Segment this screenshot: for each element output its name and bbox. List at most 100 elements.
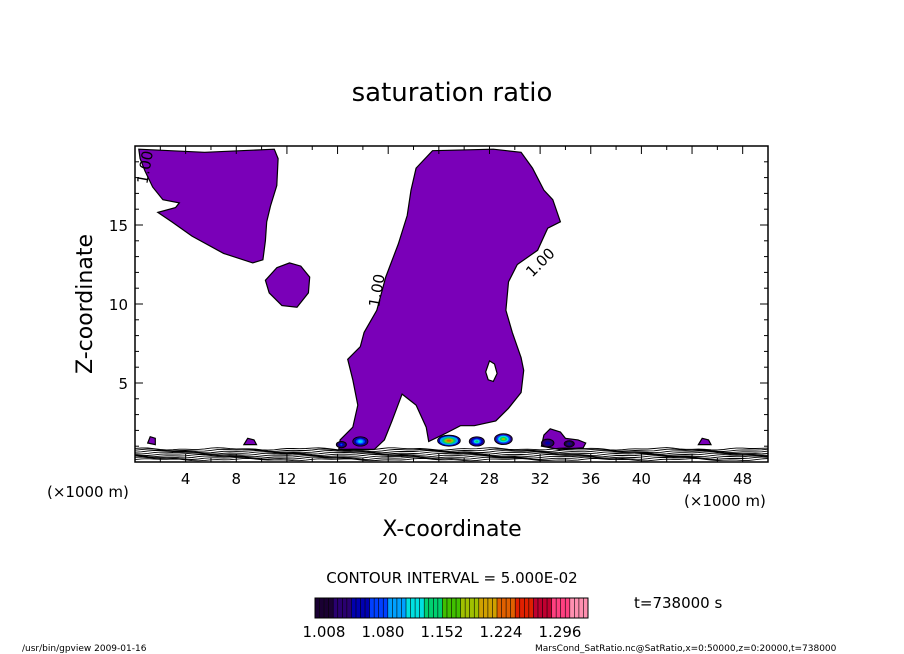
time-label: t=738000 s — [634, 594, 722, 612]
region-1 — [264, 262, 311, 308]
colorbar-cell-18 — [396, 598, 402, 618]
colorbar-cell-5 — [337, 598, 343, 618]
x-unit-right: (×1000 m) — [684, 492, 766, 510]
x-tick-label-20: 20 — [379, 470, 398, 488]
colorbar-cell-49 — [537, 598, 543, 618]
colorbar-tick-label-1: 1.080 — [362, 623, 405, 641]
peak-6-level-4 — [568, 442, 571, 445]
colorbar-cell-14 — [378, 598, 384, 618]
contour-label-0: 1.00 — [134, 149, 158, 185]
peak-2-level-4 — [501, 437, 506, 441]
colorbar-cell-6 — [342, 598, 347, 618]
colorbar-cell-55 — [565, 598, 570, 618]
colorbar-cell-12 — [369, 598, 375, 618]
colorbar-cell-43 — [510, 598, 516, 618]
colorbar-cell-1 — [319, 598, 325, 618]
footer-left: /usr/bin/gpview 2009-01-16 — [22, 644, 147, 654]
x-tick-label-48: 48 — [733, 470, 752, 488]
region-0 — [138, 148, 279, 264]
colorbar-cell-57 — [574, 598, 579, 618]
colorbar-cell-37 — [483, 598, 488, 618]
colorbar — [314, 597, 589, 619]
colorbar-frame — [314, 597, 589, 619]
colorbar-cell-35 — [474, 598, 479, 618]
colorbar-cell-13 — [374, 598, 379, 618]
y-tick-label-15: 15 — [109, 217, 128, 235]
x-tick-label-28: 28 — [480, 470, 499, 488]
colorbar-cell-58 — [578, 598, 584, 618]
colorbar-cell-30 — [451, 598, 457, 618]
contour-interval: CONTOUR INTERVAL = 5.000E-02 — [326, 569, 577, 587]
x-tick-label-8: 8 — [232, 470, 242, 488]
colorbar-tick-label-0: 1.008 — [303, 623, 346, 641]
colorbar-cell-7 — [346, 598, 352, 618]
y-tick-label-5: 5 — [118, 375, 128, 393]
colorbar-cell-24 — [424, 598, 429, 618]
peak-3-level-4 — [358, 440, 362, 443]
chart-title: saturation ratio — [352, 78, 553, 108]
region-6 — [242, 437, 258, 446]
x-axis-ticks: 4 8 12 16 20 24 28 32 36 40 44 48 — [159, 146, 752, 488]
colorbar-cell-48 — [533, 598, 538, 618]
ground-contour-0 — [135, 457, 768, 462]
x-tick-label-32: 32 — [531, 470, 550, 488]
x-tick-label-16: 16 — [328, 470, 347, 488]
x-tick-label-12: 12 — [277, 470, 296, 488]
colorbar-cell-44 — [515, 598, 520, 618]
x-unit-left: (×1000 m) — [47, 483, 129, 501]
ground-contour-7 — [135, 448, 768, 452]
ground-contour-6 — [135, 449, 768, 454]
colorbar-cell-4 — [333, 598, 338, 618]
y-axis-ticks: 5 10 15 — [109, 161, 768, 447]
colorbar-tick-label-4: 1.296 — [539, 623, 582, 641]
colorbar-cell-32 — [460, 598, 466, 618]
colorbar-cell-25 — [428, 598, 434, 618]
colorbar-cell-33 — [465, 598, 470, 618]
x-axis-label: X-coordinate — [382, 517, 521, 542]
colorbar-tick-label-3: 1.224 — [480, 623, 523, 641]
colorbar-cell-10 — [360, 598, 366, 618]
colorbar-cell-27 — [437, 598, 443, 618]
peak-0-level-4 — [446, 439, 452, 442]
contour-lines — [135, 447, 768, 462]
colorbar-cell-26 — [433, 598, 438, 618]
peak-5-level-4 — [546, 442, 550, 445]
colorbar-tick-labels: 1.008 1.080 1.152 1.224 1.296 — [303, 623, 582, 641]
region-3 — [485, 359, 498, 383]
colorbar-cell-42 — [506, 598, 511, 618]
colorbar-cell-16 — [387, 598, 393, 618]
colorbar-cell-31 — [456, 598, 461, 618]
colorbar-cell-23 — [419, 598, 425, 618]
footer-right: MarsCond_SatRatio.nc@SatRatio,x=0:50000,… — [535, 644, 837, 654]
colorbar-cell-8 — [351, 598, 356, 618]
x-tick-label-44: 44 — [682, 470, 701, 488]
ground-contour-8 — [135, 447, 768, 451]
peak-1-level-4 — [475, 440, 479, 443]
colorbar-cell-29 — [446, 598, 452, 618]
colorbar-cell-34 — [469, 598, 475, 618]
colorbar-cell-36 — [478, 598, 484, 618]
y-tick-label-10: 10 — [109, 296, 128, 314]
region-7 — [697, 437, 712, 446]
colorbar-cell-54 — [560, 598, 566, 618]
colorbar-cell-39 — [492, 598, 497, 618]
colorbar-cell-28 — [442, 598, 447, 618]
peak-4-level-4 — [340, 443, 343, 446]
ground-contour-1 — [135, 456, 768, 460]
colorbar-cell-2 — [324, 598, 329, 618]
x-tick-label-40: 40 — [632, 470, 651, 488]
colorbar-cell-20 — [406, 598, 411, 618]
x-tick-label-24: 24 — [429, 470, 448, 488]
colorbar-cell-41 — [501, 598, 507, 618]
colorbar-cell-52 — [551, 598, 557, 618]
colorbar-cell-47 — [528, 598, 534, 618]
colorbar-cell-0 — [315, 598, 320, 618]
x-tick-label-36: 36 — [581, 470, 600, 488]
colorbar-cell-46 — [524, 598, 529, 618]
colorbar-cell-38 — [487, 598, 493, 618]
colorbar-cell-3 — [328, 598, 334, 618]
colorbar-cell-9 — [355, 598, 361, 618]
ground-contour-2 — [135, 455, 768, 459]
plot-area — [138, 148, 712, 451]
